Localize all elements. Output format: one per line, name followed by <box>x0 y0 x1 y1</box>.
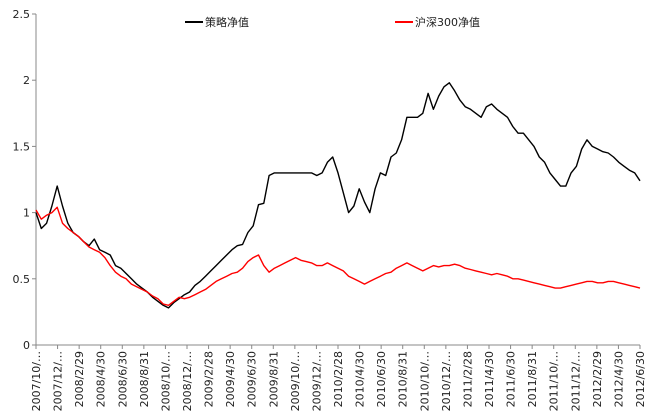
x-tick-label: 2012/2/29 <box>591 351 604 407</box>
y-axis: 0 0.5 1 1.5 2 2.5 <box>13 8 37 352</box>
x-tick-label: 2011/12/… <box>569 351 582 411</box>
legend-label-1: 沪深300净值 <box>415 15 480 29</box>
legend: 策略净值 沪深300净值 <box>185 15 480 29</box>
x-tick-label: 2010/10/… <box>418 351 431 411</box>
series-line-0 <box>35 82 641 309</box>
series-line-1 <box>35 206 641 306</box>
x-tick-label: 2010/12/… <box>440 351 453 411</box>
x-tick-label: 2009/6/30 <box>246 351 259 407</box>
x-tick-label: 2011/2/28 <box>461 351 474 407</box>
x-tick-label: 2011/6/30 <box>505 351 518 407</box>
x-tick-label: 2007/10/… <box>30 351 43 411</box>
y-tick-label: 1.5 <box>13 140 31 153</box>
plot-area <box>35 82 641 309</box>
x-tick-label: 2010/8/31 <box>397 351 410 407</box>
y-tick-label: 0.5 <box>13 273 31 286</box>
x-tick-label: 2009/2/28 <box>203 351 216 407</box>
y-tick-label: 2.5 <box>13 8 31 21</box>
x-tick-label: 2008/12/… <box>181 351 194 411</box>
x-tick-label: 2008/2/29 <box>73 351 86 407</box>
x-tick-label: 2008/6/30 <box>116 351 129 407</box>
x-tick-label: 2012/6/30 <box>634 351 647 407</box>
y-tick-label: 1 <box>23 207 30 220</box>
x-tick-label: 2011/4/30 <box>483 351 496 407</box>
x-tick-label: 2009/4/30 <box>224 351 237 407</box>
x-tick-label: 2009/8/31 <box>267 351 280 407</box>
x-tick-label: 2010/4/30 <box>354 351 367 407</box>
x-tick-label: 2007/12/… <box>52 351 65 411</box>
legend-label-0: 策略净值 <box>205 15 249 29</box>
x-tick-label: 2008/10/… <box>159 351 172 411</box>
x-tick-label: 2010/6/30 <box>375 351 388 407</box>
x-tick-label: 2011/8/31 <box>526 351 539 407</box>
x-tick-label: 2012/4/30 <box>612 351 625 407</box>
x-tick-label: 2011/10/… <box>548 351 561 411</box>
y-tick-label: 2 <box>23 74 30 87</box>
x-axis: 2007/10/… 2007/12/… 2008/2/29 2008/4/30 2008… <box>30 344 647 411</box>
y-tick-label: 0 <box>23 339 30 352</box>
x-tick-label: 2008/4/30 <box>95 351 108 407</box>
x-tick-label: 2010/2/28 <box>332 351 345 407</box>
x-tick-label: 2008/8/31 <box>138 351 151 407</box>
x-tick-label: 2009/10/… <box>289 351 302 411</box>
x-tick-label: 2009/12/… <box>310 351 323 411</box>
